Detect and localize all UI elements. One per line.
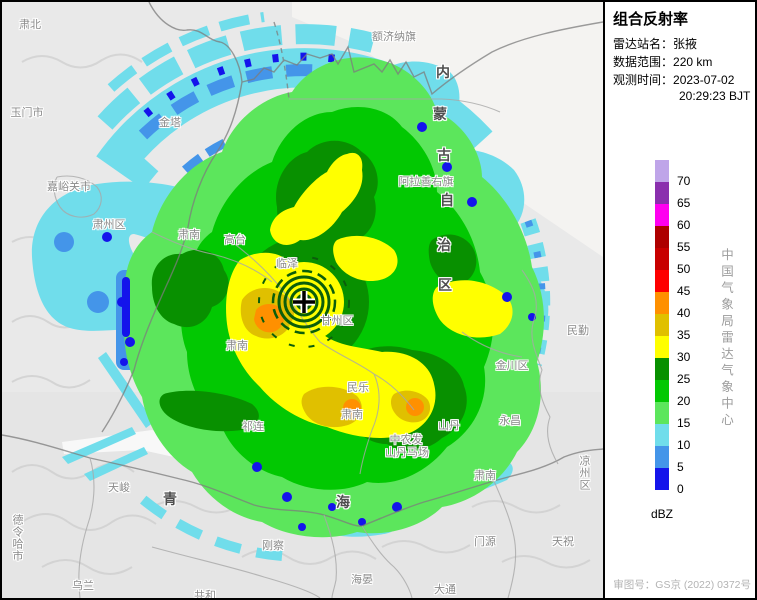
station-label: 雷达站名： <box>613 37 674 51</box>
product-title: 组合反射率 <box>613 11 689 28</box>
legend-swatch-35 <box>655 314 669 336</box>
time-row: 观测时间：2023-07-02 <box>613 71 734 88</box>
legend-swatch-55 <box>655 226 669 248</box>
station-row: 雷达站名：张掖 <box>613 35 697 52</box>
legend-tick-45: 45 <box>677 284 691 298</box>
legend-swatch-0 <box>655 468 669 490</box>
legend-tick-25: 25 <box>677 372 691 386</box>
time-date: 2023-07-02 <box>673 73 735 87</box>
legend-unit: dBZ <box>651 507 674 521</box>
legend-tick-15: 15 <box>677 416 691 430</box>
time-label: 观测时间： <box>613 73 674 87</box>
legend-tick-0: 0 <box>677 482 684 496</box>
legend-tick-65: 65 <box>677 196 691 210</box>
legend-swatch-15 <box>655 402 669 424</box>
province-boundaries <box>2 2 603 527</box>
legend-tick-70: 70 <box>677 174 691 188</box>
map-approval-number: 审图号：GS京 (2022) 0372号 <box>613 579 751 591</box>
range-row: 数据范围：220 km <box>613 53 712 70</box>
legend-swatch-5 <box>655 446 669 468</box>
legend-tick-30: 30 <box>677 350 691 364</box>
legend-tick-55: 55 <box>677 240 691 254</box>
reflectivity-legend: 70 65 60 55 50 45 40 35 30 25 20 15 10 5 0 <box>655 160 745 496</box>
panel-divider <box>603 2 605 598</box>
legend-swatch-20 <box>655 380 669 402</box>
info-panel: 组合反射率 雷达站名：张掖 数据范围：220 km 观测时间：2023-07-0… <box>605 2 755 598</box>
legend-tick-40: 40 <box>677 306 691 320</box>
terrain-flat-ne <box>292 2 603 257</box>
legend-swatch-65 <box>655 182 669 204</box>
legend-swatch-45 <box>655 270 669 292</box>
legend-swatch-30 <box>655 336 669 358</box>
legend-swatch-60 <box>655 204 669 226</box>
legend-tick-60: 60 <box>677 218 691 232</box>
legend-swatch-70 <box>655 160 669 182</box>
legend-tick-5: 5 <box>677 460 684 474</box>
time-clock: 20:29:23 BJT <box>679 89 751 103</box>
legend-swatch-10 <box>655 424 669 446</box>
station-marker <box>293 291 315 313</box>
radar-map: 青海内蒙古自治区肃北 玉门市 金塔 额济纳旗 嘉峪关市 肃州区 肃南 高台 临泽 甘州区 阿拉善右旗… <box>2 2 603 598</box>
agency-watermark: 中国气象局雷达气象中心 <box>719 248 733 430</box>
legend-swatch-25 <box>655 358 669 380</box>
legend-swatch-40 <box>655 292 669 314</box>
range-label: 数据范围： <box>613 55 674 69</box>
station-value: 张掖 <box>673 37 698 51</box>
radar-echo-canvas <box>2 2 603 598</box>
county-boundaries <box>53 98 559 598</box>
legend-tick-20: 20 <box>677 394 691 408</box>
terrain-ridges <box>11 53 591 575</box>
range-value: 220 km <box>673 55 713 69</box>
legend-tick-50: 50 <box>677 262 691 276</box>
legend-tick-35: 35 <box>677 328 691 342</box>
legend-swatch-50 <box>655 248 669 270</box>
legend-tick-10: 10 <box>677 438 691 452</box>
